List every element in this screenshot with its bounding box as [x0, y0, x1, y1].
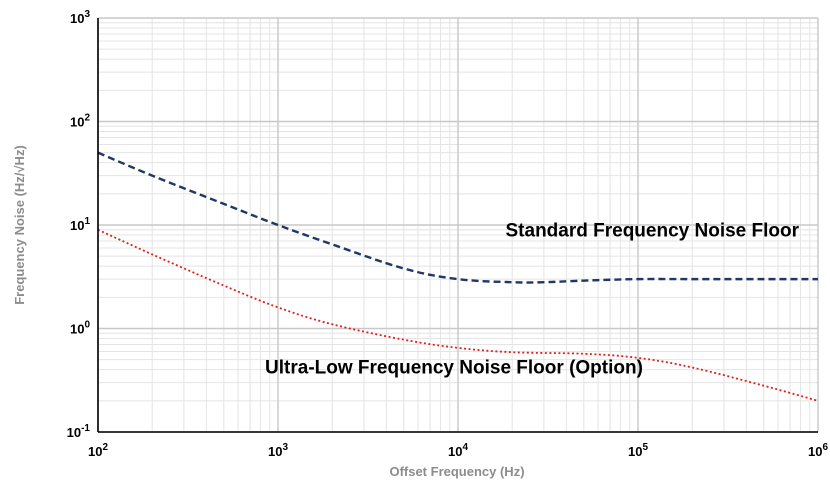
y-tick-label: 100 [70, 320, 90, 337]
series-line-standard [97, 151, 818, 284]
y-axis-label: Frequency Noise (Hz/√Hz) [12, 145, 27, 305]
x-tick-label: 105 [628, 442, 648, 459]
tick-labels: 102 103 104 105 106 10-1 100 101 102 103 [67, 9, 829, 459]
y-tick-label: 102 [70, 113, 90, 130]
x-tick-label: 106 [808, 442, 828, 459]
x-tick-label: 104 [448, 442, 468, 459]
y-tick-label: 103 [70, 9, 90, 26]
axes [97, 18, 818, 433]
x-tick-label: 102 [88, 442, 108, 459]
annotation-standard-noise-floor: Standard Frequency Noise Floor [506, 221, 800, 242]
x-axis-label: Offset Frequency (Hz) [389, 464, 524, 479]
series-layer [97, 151, 819, 402]
y-tick-label: 101 [70, 216, 90, 233]
annotation-ultra-low-noise-floor: Ultra-Low Frequency Noise Floor (Option) [265, 357, 643, 378]
x-tick-label: 103 [268, 442, 288, 459]
y-tick-label: 10-1 [67, 423, 91, 440]
